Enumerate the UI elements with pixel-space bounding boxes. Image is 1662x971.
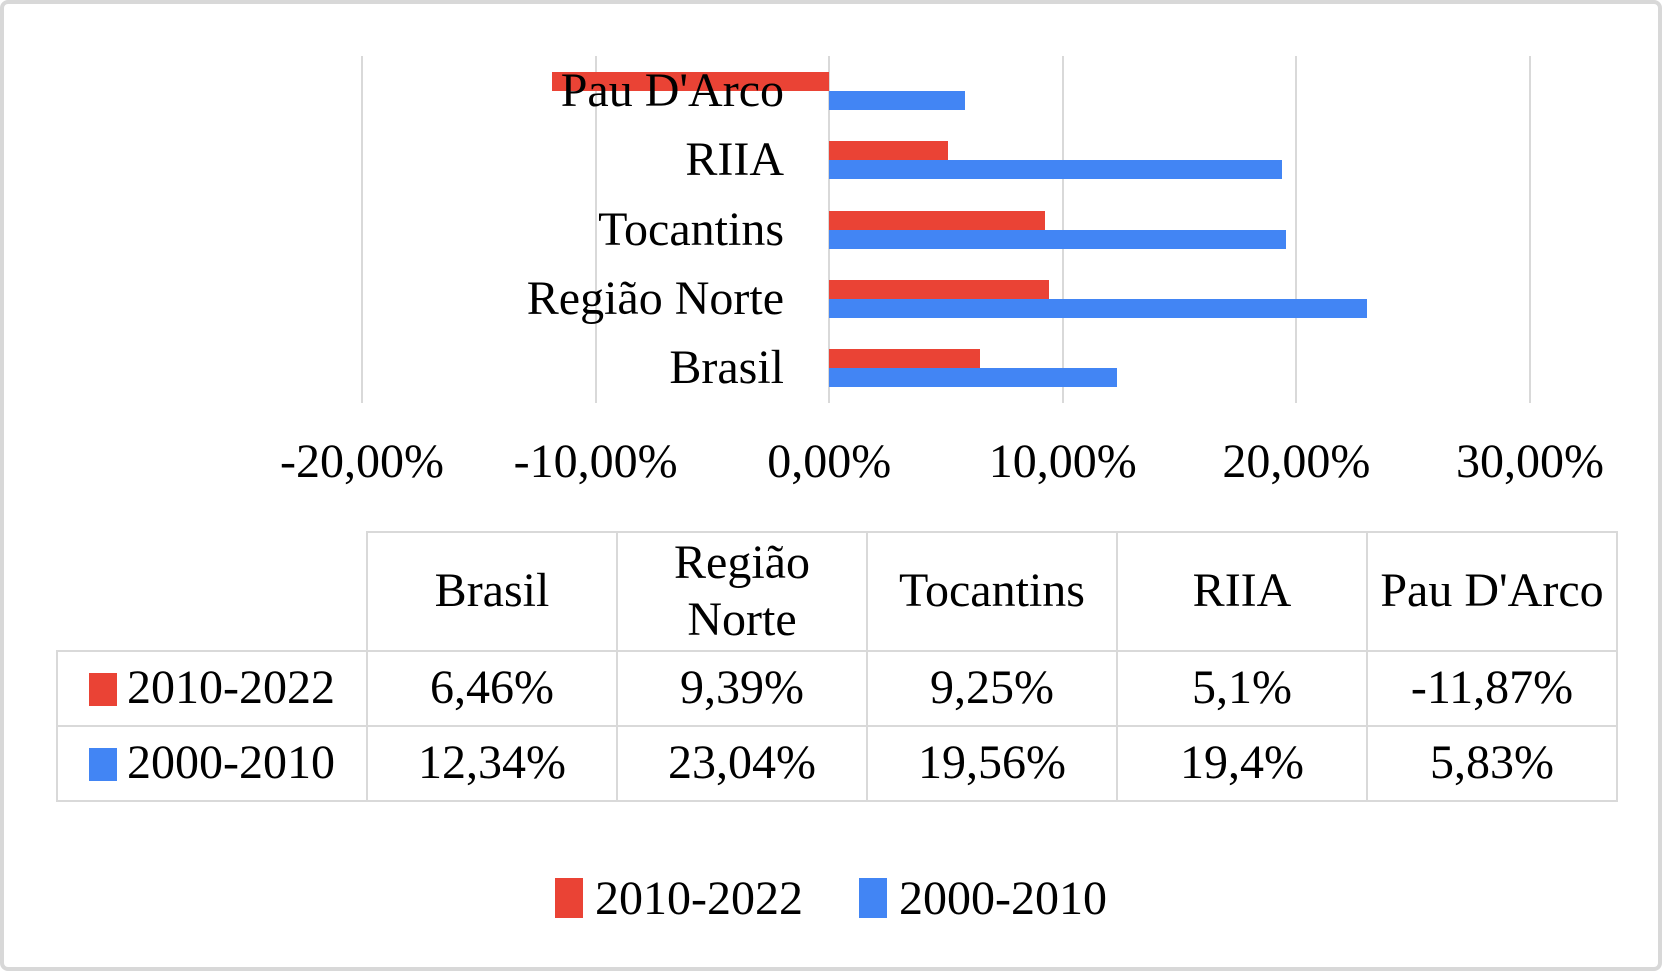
- legend-swatch-2010-2022: [555, 878, 584, 918]
- bar-2000-2010-pau-d-arco: [829, 90, 966, 110]
- chart-legend: 2010-2022 2000-2010: [4, 860, 1658, 936]
- table-column-header: Pau D'Arco: [1366, 531, 1618, 652]
- table-row: 2000-2010 12,34% 23,04% 19,56% 19,4% 5,8…: [56, 725, 1618, 802]
- bar-2000-2010-brasil: [829, 368, 1118, 388]
- series-swatch: [89, 748, 117, 782]
- table-column-header: Região Norte: [616, 531, 868, 652]
- bar-2010-2022-pau-d-arco: [551, 71, 830, 91]
- table-cell: -11,87%: [1366, 650, 1618, 727]
- chart-data-table: Brasil Região Norte Tocantins RIIA Pau D…: [56, 531, 1618, 802]
- table-cell: 6,46%: [366, 650, 618, 727]
- series-label: 2010-2022: [127, 661, 335, 715]
- table-row-header: 2010-2022: [56, 650, 368, 727]
- category-label: RIIA: [685, 133, 784, 187]
- x-axis-tick-label: 30,00%: [1456, 435, 1604, 488]
- table-column-header: RIIA: [1116, 531, 1368, 652]
- x-gridline: [361, 56, 363, 403]
- legend-swatch-2000-2010: [859, 878, 887, 918]
- bar-2000-2010-regi-o-norte: [829, 298, 1368, 318]
- bar-2010-2022-brasil: [829, 349, 981, 369]
- table-row: 2010-2022 6,46% 9,39% 9,25% 5,1% -11,87%: [56, 650, 1618, 727]
- legend-item: 2000-2010: [859, 871, 1107, 926]
- table-cell: 23,04%: [616, 725, 868, 802]
- x-axis-tick-label: -10,00%: [513, 435, 678, 488]
- table-cell: 9,39%: [616, 650, 868, 727]
- bar-2000-2010-riia: [829, 160, 1283, 180]
- legend-label: 2000-2010: [899, 871, 1107, 925]
- series-swatch: [89, 673, 117, 707]
- legend-label: 2010-2022: [595, 871, 803, 925]
- bar-2010-2022-tocantins: [829, 210, 1046, 230]
- category-label: Brasil: [669, 341, 784, 395]
- category-label: Tocantins: [598, 202, 784, 256]
- x-gridline: [1529, 56, 1531, 403]
- x-gridline: [594, 56, 597, 403]
- legend-item: 2010-2022: [555, 871, 803, 926]
- bar-2010-2022-riia: [829, 141, 949, 161]
- bar-2000-2010-tocantins: [829, 229, 1287, 249]
- table-cell: 19,4%: [1116, 725, 1368, 802]
- category-label: Pau D'Arco: [560, 63, 784, 117]
- x-axis-tick-label: -20,00%: [280, 435, 444, 488]
- bar-chart-plot: -20,00% -10,00% 0,00% 10,00% 20,00% 30,00% Pau…: [4, 4, 1658, 967]
- table-cell: 12,34%: [366, 725, 618, 802]
- table-cell: 9,25%: [866, 650, 1118, 727]
- x-gridline: [1295, 56, 1298, 403]
- table-column-header: Brasil: [366, 531, 618, 652]
- series-label: 2000-2010: [127, 736, 335, 790]
- table-column-header: Tocantins: [866, 531, 1118, 652]
- table-cell: 5,1%: [1116, 650, 1368, 727]
- table-cell: 19,56%: [866, 725, 1118, 802]
- table-header-row: Brasil Região Norte Tocantins RIIA Pau D…: [57, 531, 1618, 652]
- table-row-header: 2000-2010: [56, 725, 368, 802]
- table-corner-cell: [57, 532, 367, 651]
- x-axis-tick-label: 10,00%: [988, 435, 1137, 488]
- category-label: Região Norte: [526, 271, 784, 325]
- bar-2010-2022-regi-o-norte: [829, 279, 1049, 299]
- table-cell: 5,83%: [1366, 725, 1618, 802]
- x-axis-tick-label: 0,00%: [767, 435, 892, 488]
- x-axis-tick-label: 20,00%: [1222, 435, 1371, 488]
